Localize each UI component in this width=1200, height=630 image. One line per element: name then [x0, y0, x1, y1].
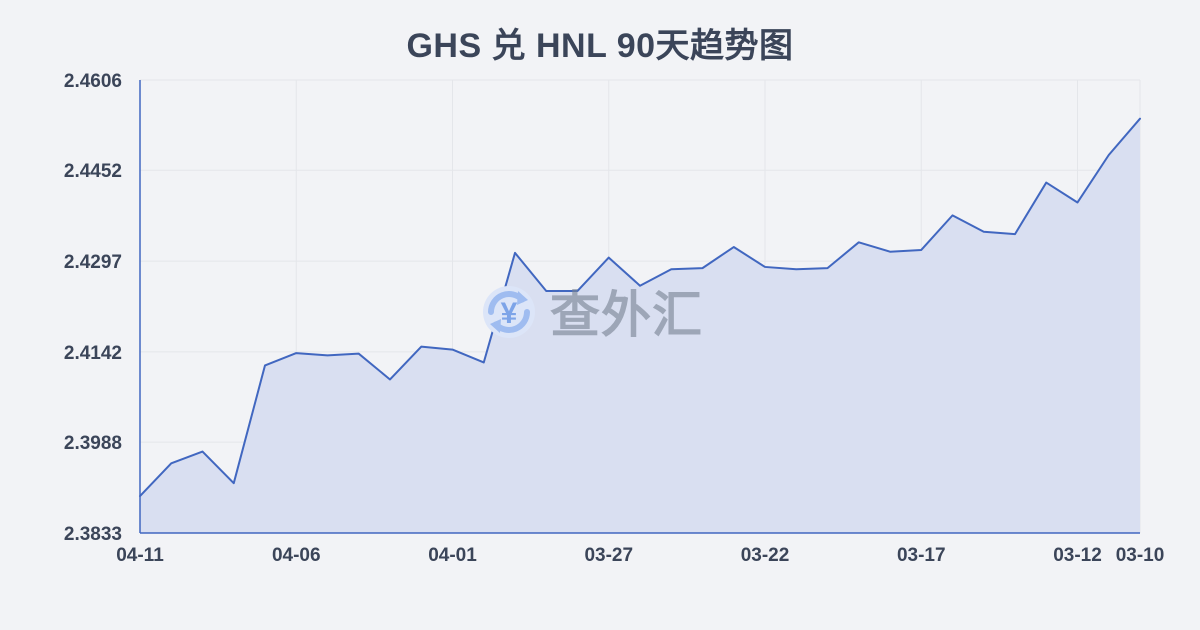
y-axis-tick-label: 2.4297	[64, 252, 122, 273]
y-axis-tick-label: 2.4606	[64, 71, 122, 92]
x-axis-tick-label: 04-01	[428, 545, 477, 566]
x-axis-tick-label: 04-06	[272, 545, 321, 566]
series-group	[139, 117, 1141, 534]
page-title: GHS 兑 HNL 90天趋势图	[406, 27, 794, 65]
x-axis-tick-label: 03-12	[1053, 545, 1102, 566]
x-axis-tick-label: 04-11	[116, 545, 164, 566]
series-line	[139, 117, 1141, 498]
y-axis-tick-label: 2.4142	[64, 343, 122, 364]
x-axis-tick-label: 03-27	[584, 545, 633, 566]
y-axis-tick-label: 2.3833	[64, 524, 122, 545]
area-fill	[140, 118, 1140, 534]
y-axis-tick-label: 2.4452	[64, 161, 122, 182]
x-axis-tick-label: 03-17	[897, 545, 946, 566]
x-axis-tick-label: 03-10	[1116, 545, 1165, 566]
y-axis-tick-label: 2.3988	[64, 433, 122, 454]
y-axis-tick-labels: 2.4606 2.4452 2.4297 2.4142 2.3988 2.3833	[64, 71, 122, 545]
x-axis-tick-label: 03-22	[741, 545, 790, 566]
x-axis-tick-labels: 04-11 04-06 04-01 03-27 03-22 03-17 03-12 03-10	[116, 545, 1164, 566]
axis-lines	[139, 80, 1140, 534]
